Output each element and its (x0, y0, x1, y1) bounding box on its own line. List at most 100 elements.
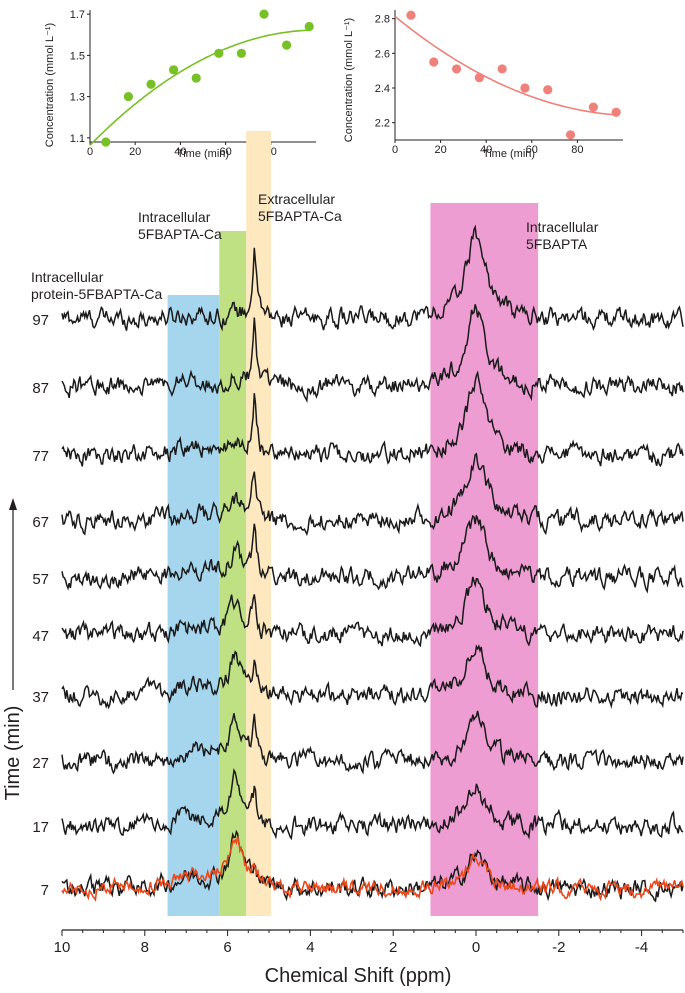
inset-left-x-tick-label: 60 (219, 146, 231, 158)
time-label: 17 (32, 819, 49, 836)
peak-region-bands (167, 131, 539, 916)
inset-left-fit-curve (89, 29, 310, 146)
inset-right-x-tick-label: 0 (392, 144, 398, 156)
chemical-shift-tick-label: 6 (223, 939, 231, 956)
inset-right-data-point (611, 107, 621, 117)
time-label: 27 (32, 755, 49, 772)
spectrum-trace (61, 644, 684, 710)
time-label: 97 (32, 312, 49, 329)
region-label: 5FBAPTA-Ca (258, 208, 342, 224)
inset-right-data-point (497, 64, 507, 74)
inset-right-x-tick-label: 20 (434, 144, 446, 156)
inset-left-y-tick-label: 1.1 (70, 133, 85, 145)
time-label: 57 (32, 571, 49, 588)
inset-left-data-point (169, 65, 179, 75)
inset-left-data-point (191, 73, 201, 83)
time-label: 47 (32, 628, 49, 645)
region-label: 5FBAPTA-Ca (138, 226, 222, 242)
region-label: Intracellular (138, 209, 211, 225)
time-label: 37 (32, 689, 49, 706)
inset-right-data-point (474, 73, 484, 83)
spectrum-traces (61, 224, 684, 903)
region-band (167, 295, 220, 916)
spectrum-trace (61, 576, 684, 648)
inset-right-x-axis-label: Time (min) (483, 148, 535, 160)
inset-right-data-point (565, 130, 576, 140)
inset-right-points (406, 10, 621, 140)
chemical-shift-tick-label: 4 (306, 939, 314, 956)
inset-left-y-tick-label: 1.3 (70, 92, 85, 104)
inset-left-data-point (282, 40, 292, 50)
region-label: Intracellular (31, 269, 104, 285)
inset-right-data-point (588, 102, 598, 112)
region-band (246, 131, 272, 916)
inset-left-data-point (101, 137, 111, 147)
inset-left-x-tick-label: 0 (87, 146, 93, 158)
stacked-nmr-spectra: Intracellularprotein-5FBAPTA-CaIntracell… (2, 131, 684, 987)
inset-left-data-point (146, 79, 156, 89)
region-label: Extracellular (258, 191, 335, 207)
inset-chart-right: 0 20 40 60 80 2.2 2.4 2.6 2.8 Time (min) Concent… (343, 10, 623, 160)
chemical-shift-tick-label: 8 (141, 939, 149, 956)
inset-right-data-point (520, 83, 530, 93)
inset-left-x-tick-label: 40 (174, 146, 186, 158)
inset-left-data-point (304, 21, 314, 32)
region-label: protein-5FBAPTA-Ca (31, 286, 162, 302)
spectrum-trace (61, 452, 684, 537)
inset-right-x-tick-label: 80 (571, 144, 583, 156)
inset-right-y-tick-label: 2.4 (375, 83, 390, 95)
inset-right-data-point (429, 57, 439, 67)
spectrum-trace (61, 304, 684, 404)
spectrum-trace (61, 370, 684, 468)
inset-left-y-tick-label: 1.7 (70, 9, 85, 21)
chemical-shift-tick-label: -4 (635, 939, 648, 956)
inset-left-fit-line (89, 29, 310, 146)
time-axis-label: Time (min) (2, 706, 24, 801)
chemical-shift-axis: 10 8 6 4 2 0 -2 -4 (54, 929, 684, 956)
inset-right-y-tick-label: 2.8 (375, 14, 390, 26)
region-band (430, 203, 539, 916)
time-label: 7 (41, 882, 49, 899)
time-label: 77 (32, 448, 49, 465)
inset-right-data-point (543, 85, 553, 95)
inset-right-x-tick-label: 40 (480, 144, 492, 156)
inset-left-points (101, 9, 314, 147)
inset-right-y-axis-label: Concentration (mmol L⁻¹) (343, 18, 355, 142)
inset-right-data-point (406, 10, 416, 20)
inset-right-y-tick-label: 2.2 (375, 118, 390, 130)
inset-right-axes: 0 20 40 60 80 2.2 2.4 2.6 2.8 (375, 10, 623, 156)
time-direction-arrow (9, 498, 17, 690)
spectrum-trace (61, 710, 684, 775)
spectrum-trace (61, 514, 684, 594)
chemical-shift-tick-label: 2 (389, 939, 397, 956)
peak-region-labels: Intracellularprotein-5FBAPTA-CaIntracell… (31, 191, 599, 302)
inset-right-data-point (451, 64, 462, 74)
chemical-shift-tick-label: 0 (472, 939, 480, 956)
inset-right-y-tick-label: 2.6 (375, 48, 390, 60)
time-label: 87 (32, 380, 49, 397)
inset-right-fit-curve (394, 15, 617, 116)
inset-chart-left: 0204060801.11.31.51.7 Time (min) Concent… (44, 9, 316, 160)
inset-right-fit-line (394, 15, 617, 116)
inset-left-y-axis-label: Concentration (mmol L⁻¹) (44, 23, 56, 147)
overlay-trace (61, 836, 684, 903)
inset-left-x-tick-label: 20 (129, 146, 141, 158)
inset-left-data-point (123, 92, 134, 102)
chemical-shift-tick-label: 10 (54, 939, 71, 956)
inset-left-x-axis-label: Time (min) (177, 148, 229, 160)
inset-left-data-point (236, 48, 247, 58)
inset-left-data-point (259, 9, 269, 19)
time-label: 67 (32, 514, 49, 531)
inset-left-data-point (214, 48, 224, 58)
spectrum-trace (61, 768, 684, 841)
spectrum-trace (61, 224, 684, 332)
inset-right-x-tick-label: 60 (526, 144, 538, 156)
region-label: Intracellular (526, 219, 599, 235)
region-label: 5FBAPTA (526, 236, 588, 252)
chemical-shift-axis-label: Chemical Shift (ppm) (265, 965, 452, 987)
inset-left-axes: 0204060801.11.31.51.7 (70, 9, 316, 158)
inset-left-y-tick-label: 1.5 (70, 50, 85, 62)
chemical-shift-tick-label: -2 (552, 939, 565, 956)
time-labels: 97 87 77 67 57 47 37 27 17 7 (32, 312, 49, 899)
